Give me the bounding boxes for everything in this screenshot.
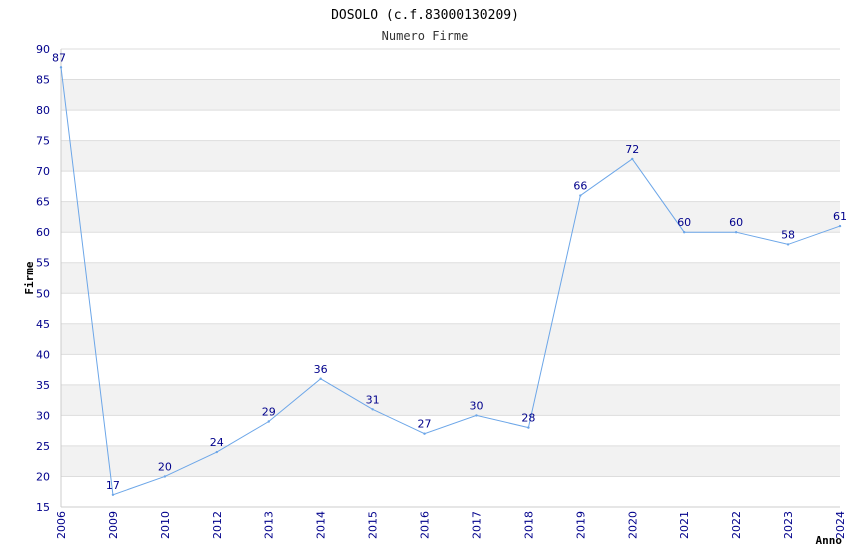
data-label: 20 [158,460,172,473]
data-point [631,157,634,161]
x-tick-label: 2023 [782,511,795,539]
x-axis-title: Anno [816,534,843,547]
x-tick-label: 2021 [678,511,691,539]
band [61,140,840,172]
data-label: 87 [52,51,66,64]
series-line [60,67,841,496]
y-tick-label: 50 [36,287,50,300]
x-tick-label: 2014 [315,511,328,539]
y-axis-title: Firme [23,261,36,294]
chart-title: DOSOLO (c.f.83000130209) [331,8,519,23]
x-tick-labels: 2006 2009 2010 2012 2013 2014 2015 2016 2017 2018… [55,511,847,539]
x-tick-label: 2016 [419,511,432,539]
band [61,445,840,477]
data-point [423,432,426,435]
data-point [734,231,738,234]
data-label: 31 [366,393,380,406]
data-point [163,475,167,478]
data-label: 27 [418,418,432,431]
data-label: 36 [314,363,328,376]
y-tick-label: 75 [36,135,50,148]
y-tick-labels: 15 20 25 30 35 40 45 50 55 60 65 70 75 80 85 90 [36,43,50,514]
data-point [59,66,63,69]
data-point [527,426,530,429]
data-label: 60 [677,216,691,229]
data-point [319,377,322,380]
data-label: 28 [521,412,535,425]
x-tick-label: 2019 [574,511,587,539]
gridlines [60,48,840,508]
data-point [111,493,115,496]
data-point [267,420,270,423]
data-label: 17 [106,479,120,492]
band [61,201,840,233]
y-tick-label: 30 [36,409,50,422]
y-tick-label: 25 [36,440,50,453]
band [61,323,840,355]
y-tick-label: 35 [36,379,50,392]
y-tick-label: 90 [36,43,50,56]
data-point [475,414,478,417]
y-tick-label: 60 [36,226,50,239]
x-tick-label: 2020 [626,511,639,539]
data-point [215,450,218,454]
x-tick-label: 2018 [522,511,535,539]
plot-bands [61,79,840,477]
y-tick-label: 85 [36,74,50,87]
data-labels: 87 17 20 24 29 36 31 27 30 28 66 72 60 60 58 61 [52,51,847,491]
x-tick-label: 2013 [263,511,276,539]
y-tick-label: 80 [36,104,50,117]
x-tick-label: 2012 [211,511,224,539]
y-tick-label: 45 [36,318,50,331]
data-label: 30 [469,399,483,412]
x-tick-label: 2015 [367,511,380,539]
data-point [683,231,686,234]
y-tick-label: 70 [36,165,50,178]
band [61,262,840,294]
data-label: 24 [210,436,224,449]
x-tick-label: 2017 [470,511,483,539]
band [61,384,840,416]
data-point [371,408,374,411]
data-label: 61 [833,210,847,223]
data-label: 29 [262,406,276,419]
series-group [59,66,842,496]
x-tick-label: 2006 [55,511,68,539]
y-tick-label: 15 [36,501,50,514]
data-point [579,194,582,197]
x-tick-label: 2010 [159,511,172,539]
data-label: 72 [625,143,639,156]
y-tick-label: 65 [36,196,50,209]
x-tick-label: 2024 [834,511,847,539]
x-tick-label: 2009 [107,511,120,539]
data-label: 58 [781,228,795,241]
y-tick-label: 20 [36,470,50,483]
y-tick-label: 55 [36,257,50,270]
data-point [786,243,790,246]
y-tick-label: 40 [36,348,50,361]
x-tick-label: 2022 [730,511,743,539]
data-label: 60 [729,216,743,229]
chart-subtitle: Numero Firme [382,29,469,43]
band [61,79,840,111]
data-point [838,224,842,228]
data-label: 66 [573,180,587,193]
